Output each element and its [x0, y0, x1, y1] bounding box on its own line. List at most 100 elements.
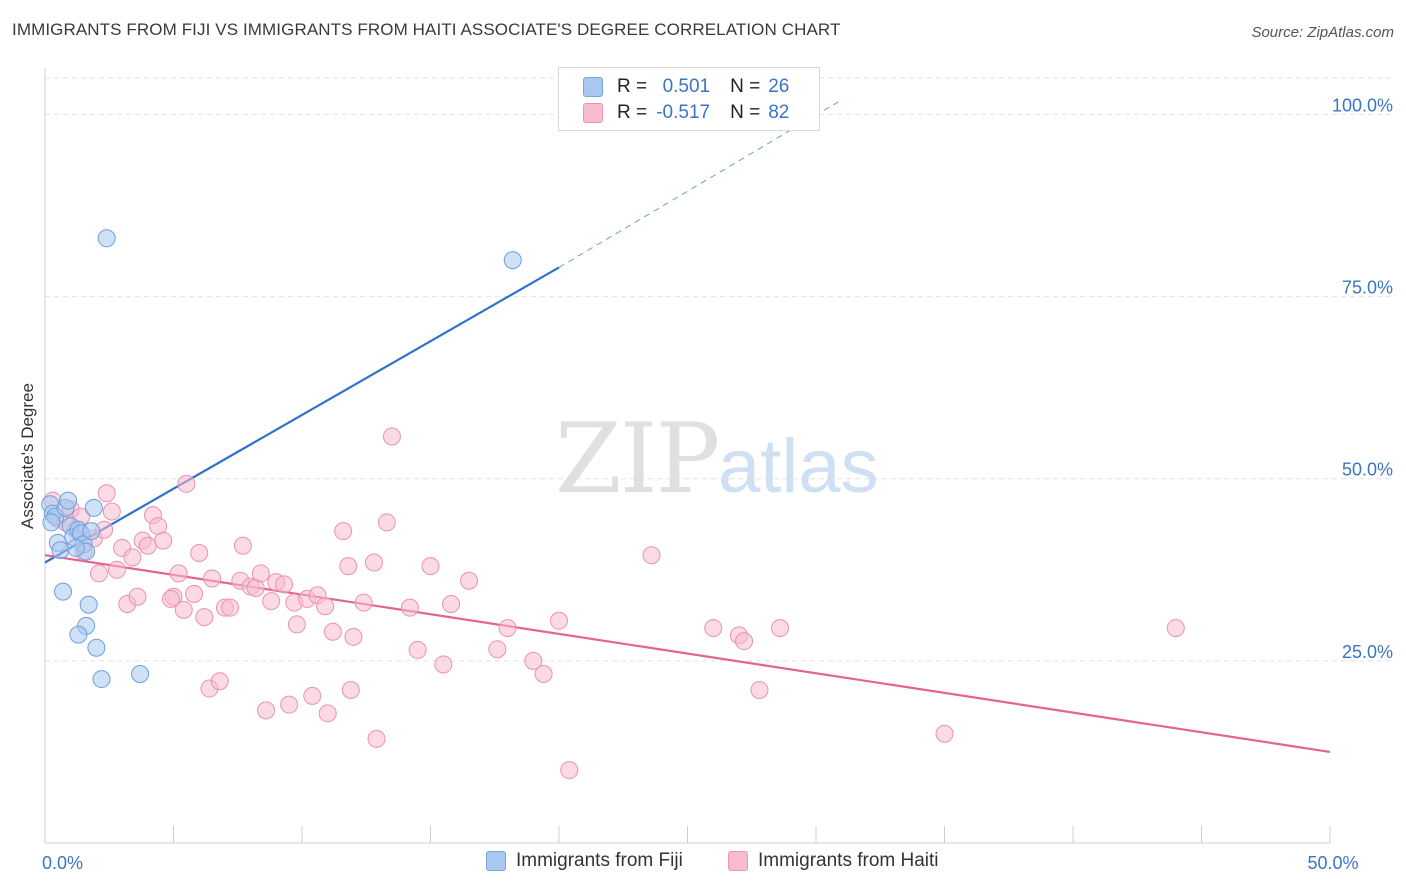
data-point-haiti: [408, 640, 427, 659]
data-point-haiti: [318, 704, 337, 723]
chart-title: IMMIGRANTS FROM FIJI VS IMMIGRANTS FROM …: [12, 20, 841, 39]
data-point-haiti: [262, 592, 281, 611]
data-point-haiti: [287, 615, 306, 634]
data-point-haiti: [185, 584, 204, 603]
data-point-haiti: [233, 536, 252, 555]
y-tick-label: 75.0%: [1342, 278, 1393, 298]
data-point-fiji: [503, 251, 522, 270]
legend-row-haiti: R = -0.517 N = 82: [583, 100, 789, 126]
grid-lines: [45, 77, 1392, 662]
data-point-haiti: [434, 655, 453, 674]
legend-r-label: R =: [617, 102, 648, 123]
data-point-haiti: [128, 587, 147, 606]
series-legend: Immigrants from Fiji Immigrants from Hai…: [0, 850, 1406, 878]
data-point-haiti: [460, 571, 479, 590]
data-point-haiti: [251, 564, 270, 583]
watermark-zip: ZIP: [555, 403, 718, 515]
data-point-haiti: [210, 672, 229, 691]
data-point-haiti: [190, 544, 209, 563]
legend-n-value: 26: [768, 76, 790, 97]
data-point-fiji: [51, 541, 70, 560]
data-point-fiji: [69, 625, 88, 644]
data-point-haiti: [334, 522, 353, 541]
data-point-haiti: [377, 513, 396, 532]
data-point-haiti: [154, 531, 173, 550]
data-point-fiji: [131, 664, 150, 683]
data-point-fiji: [42, 513, 61, 532]
data-point-fiji: [87, 638, 106, 657]
data-point-fiji: [79, 595, 98, 614]
data-point-fiji: [97, 229, 116, 248]
x-tick-label: 50.0%: [1307, 853, 1358, 873]
data-point-haiti: [257, 701, 276, 720]
x-tick-label: 0.0%: [42, 853, 83, 873]
data-point-haiti: [1166, 619, 1185, 638]
data-point-haiti: [382, 427, 401, 446]
data-point-haiti: [97, 484, 116, 503]
correlation-legend: R = 0.501 N = 26 R = -0.517 N = 82: [558, 67, 820, 131]
trend-line-fiji: [44, 266, 560, 564]
data-point-haiti: [550, 611, 568, 630]
data-point-haiti: [203, 569, 222, 588]
data-point-haiti: [123, 548, 142, 567]
data-point-haiti: [195, 608, 214, 627]
legend-row-fiji: R = 0.501 N = 26: [583, 74, 789, 100]
data-point-haiti: [280, 695, 299, 714]
watermark: ZIP atlas: [555, 403, 879, 515]
data-point-haiti: [323, 622, 342, 641]
data-point-haiti: [935, 724, 954, 743]
data-point-haiti: [161, 589, 180, 608]
data-point-haiti: [488, 640, 507, 659]
data-point-fiji: [53, 582, 72, 601]
data-point-haiti: [421, 557, 440, 576]
data-point-haiti: [354, 593, 373, 612]
data-point-fiji: [66, 538, 85, 557]
data-point-haiti: [339, 557, 358, 576]
watermark-atlas: atlas: [718, 424, 879, 509]
legend-n-value: 82: [768, 102, 790, 123]
legend-r-value: -0.517: [656, 102, 711, 123]
data-point-fiji: [82, 522, 101, 541]
data-point-haiti: [177, 474, 196, 493]
data-point-haiti: [102, 502, 121, 521]
axes: [44, 68, 1331, 844]
data-point-haiti: [275, 575, 294, 594]
legend-swatch-haiti: [583, 103, 603, 123]
legend-swatch-fiji: [583, 77, 603, 97]
legend-n-label: N =: [730, 76, 761, 97]
data-point-haiti: [771, 619, 790, 638]
data-point-haiti: [367, 729, 386, 748]
data-point-haiti: [642, 546, 661, 565]
data-point-haiti: [89, 564, 108, 583]
data-point-haiti: [107, 560, 126, 579]
legend-n-label: N =: [730, 102, 761, 123]
source-label: Source: ZipAtlas.com: [1251, 24, 1394, 41]
data-point-haiti: [341, 681, 360, 699]
y-tick-label: 25.0%: [1342, 642, 1393, 662]
data-point-haiti: [442, 595, 461, 614]
series-legend-fiji: Immigrants from Fiji: [486, 850, 683, 872]
data-point-haiti: [344, 627, 363, 646]
series-swatch-fiji: [486, 851, 506, 871]
data-point-haiti: [400, 598, 419, 617]
data-point-fiji: [92, 670, 111, 689]
data-point-haiti: [138, 536, 157, 555]
data-point-fiji: [59, 491, 78, 510]
data-point-haiti: [524, 651, 543, 670]
series-label-haiti: Immigrants from Haiti: [758, 850, 939, 871]
data-points: [41, 229, 1185, 780]
data-point-haiti: [316, 597, 335, 616]
legend-r-value: 0.501: [662, 76, 711, 97]
data-point-haiti: [560, 761, 579, 780]
y-axis-label: Associate's Degree: [18, 383, 37, 529]
data-point-haiti: [735, 632, 754, 651]
data-point-fiji: [84, 498, 103, 517]
series-swatch-haiti: [728, 851, 748, 871]
data-point-haiti: [303, 686, 322, 705]
series-label-fiji: Immigrants from Fiji: [516, 850, 683, 871]
data-point-haiti: [750, 681, 769, 699]
data-point-haiti: [704, 619, 723, 638]
tick-labels: 25.0% 50.0% 75.0% 100.0% 0.0% 50.0%: [42, 95, 1393, 873]
series-legend-haiti: Immigrants from Haiti: [728, 850, 939, 872]
